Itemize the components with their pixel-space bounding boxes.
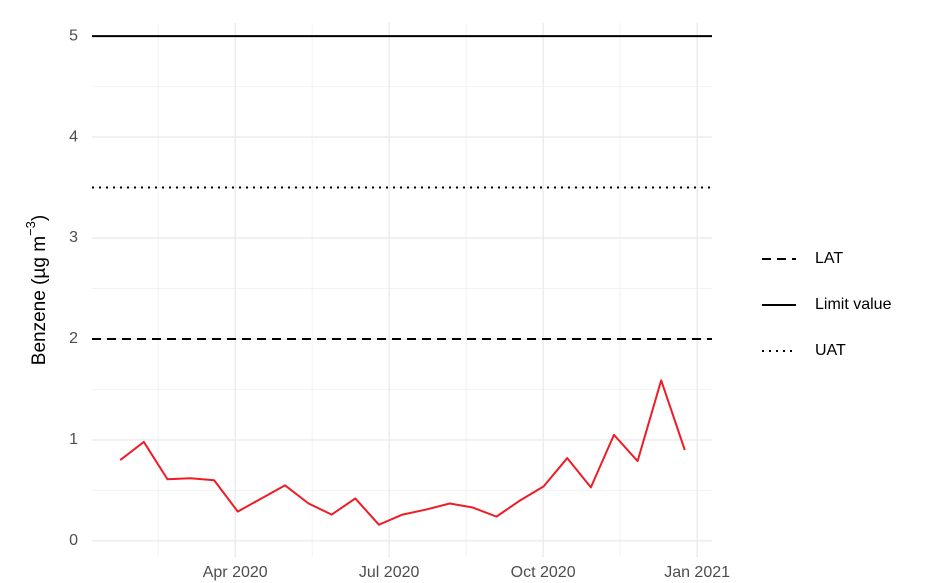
y-label-main: Benzene (µg m xyxy=(29,236,50,365)
x-tick-label: Apr 2020 xyxy=(203,564,268,581)
y-label-exponent: −3 xyxy=(23,221,38,236)
legend-label: LAT xyxy=(815,250,843,267)
x-tick-label: Jul 2020 xyxy=(359,564,420,581)
y-axis-label: Benzene (µg m−3) xyxy=(23,215,50,365)
y-tick-label: 4 xyxy=(69,128,78,145)
y-label-end: ) xyxy=(29,215,50,221)
x-tick-label: Oct 2020 xyxy=(511,564,576,581)
y-tick-label: 2 xyxy=(69,330,78,347)
legend-label: Limit value xyxy=(815,296,892,313)
y-tick-label: 5 xyxy=(69,27,78,44)
x-tick-label: Jan 2021 xyxy=(664,564,730,581)
y-tick-label: 1 xyxy=(69,431,78,448)
legend-label: UAT xyxy=(815,342,846,359)
data-line xyxy=(119,379,686,526)
y-tick-label: 3 xyxy=(69,229,78,246)
y-tick-label: 0 xyxy=(69,532,78,549)
